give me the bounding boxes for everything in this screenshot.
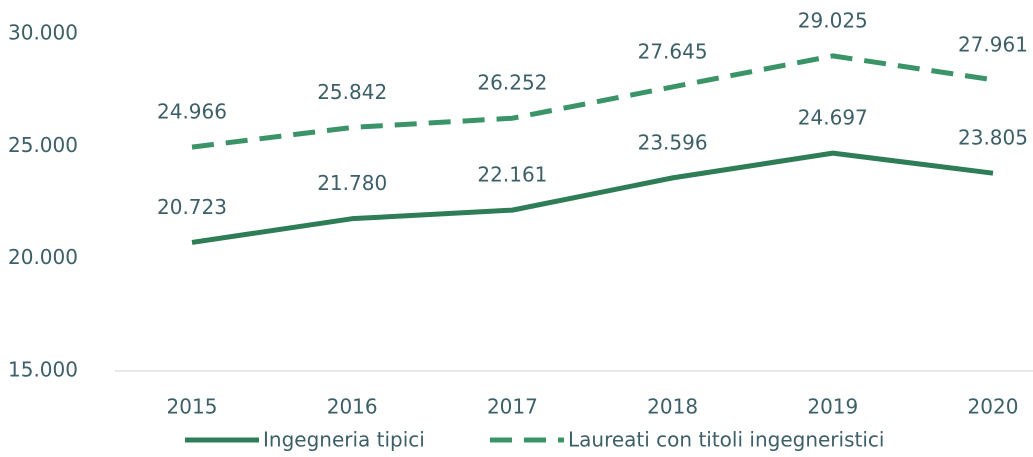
- data-label: 22.161: [477, 163, 547, 187]
- y-tick-label: 25.000: [8, 133, 78, 157]
- x-tick-label: 2020: [968, 395, 1019, 419]
- data-label: 29.025: [798, 8, 868, 32]
- data-label: 27.645: [638, 39, 708, 63]
- data-label: 20.723: [157, 195, 227, 219]
- x-tick-label: 2016: [327, 395, 378, 419]
- data-label: 26.252: [477, 71, 547, 95]
- data-label: 24.966: [157, 100, 227, 124]
- x-tick-label: 2015: [167, 395, 218, 419]
- data-label: 24.697: [798, 106, 868, 130]
- data-label: 23.596: [638, 130, 708, 154]
- data-label: 25.842: [317, 80, 387, 104]
- data-label: 21.780: [317, 171, 387, 195]
- series-line: [191, 53, 994, 150]
- y-tick-label: 30.000: [8, 21, 78, 45]
- x-tick-label: 2019: [807, 395, 858, 419]
- legend-label: Ingegneria tipici: [263, 428, 425, 452]
- x-tick-label: 2017: [487, 395, 538, 419]
- series-line: [191, 150, 994, 245]
- data-label: 23.805: [958, 126, 1028, 150]
- y-tick-label: 20.000: [8, 245, 78, 269]
- y-tick-label: 15.000: [8, 358, 78, 382]
- x-tick-label: 2018: [647, 395, 698, 419]
- legend-label: Laureati con titoli ingegneristici: [568, 428, 884, 452]
- data-label: 27.961: [958, 32, 1028, 56]
